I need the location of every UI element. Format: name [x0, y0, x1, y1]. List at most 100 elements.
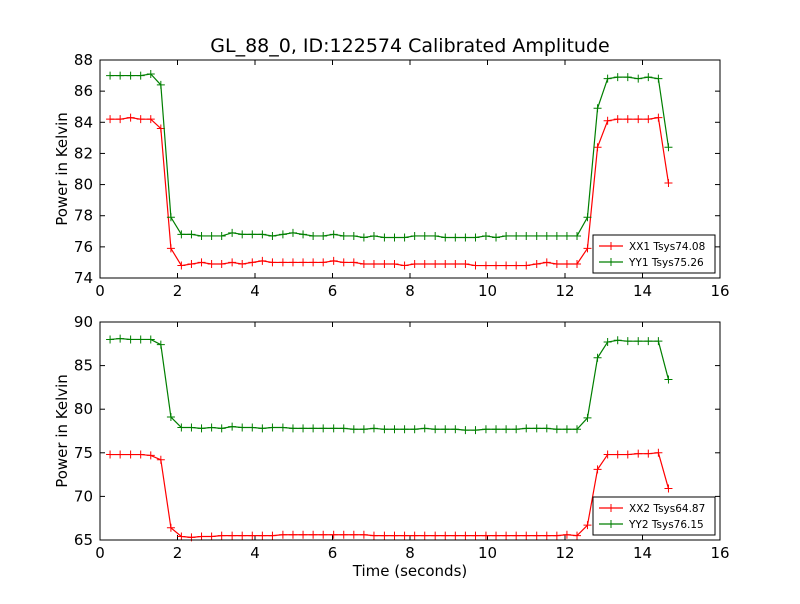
legend-entry: XX2 Tsys64.87	[599, 503, 705, 515]
data-point	[502, 531, 511, 540]
data-point	[299, 258, 308, 267]
data-point	[623, 337, 632, 346]
data-point	[217, 231, 226, 240]
y-tick-label: 70	[74, 487, 93, 505]
data-point	[522, 531, 531, 540]
data-point	[329, 256, 338, 265]
data-point	[593, 353, 602, 362]
data-point	[420, 424, 429, 433]
data-point	[420, 231, 429, 240]
data-point	[156, 124, 165, 133]
data-point	[451, 425, 460, 434]
data-point	[146, 115, 155, 124]
data-point	[248, 423, 257, 432]
data-point	[522, 261, 531, 270]
data-point	[583, 413, 592, 422]
data-point	[136, 450, 145, 459]
data-point	[542, 231, 551, 240]
data-point	[492, 425, 501, 434]
data-point	[451, 259, 460, 268]
data-point	[400, 233, 409, 242]
data-point	[451, 531, 460, 540]
data-point	[359, 425, 368, 434]
data-point	[654, 74, 663, 83]
data-point	[329, 230, 338, 239]
x-tick-label: 0	[95, 544, 105, 562]
data-point	[552, 425, 561, 434]
data-point	[369, 259, 378, 268]
data-point	[441, 531, 450, 540]
data-point	[268, 531, 277, 540]
data-point	[288, 424, 297, 433]
legend-entry: YY2 Tsys76.15	[599, 519, 704, 531]
data-point	[512, 261, 521, 270]
data-point	[166, 523, 175, 532]
data-point	[359, 233, 368, 242]
legend-label: XX1 Tsys74.08	[629, 241, 705, 253]
axes-frame	[99, 59, 721, 279]
data-point	[238, 423, 247, 432]
data-point	[461, 233, 470, 242]
legend-marker	[607, 504, 615, 512]
axes-frame	[99, 321, 721, 541]
data-point	[573, 425, 582, 434]
data-point	[583, 521, 592, 530]
data-point	[197, 231, 206, 240]
data-point	[552, 231, 561, 240]
legend-label: YY1 Tsys75.26	[628, 257, 704, 269]
subplot-1: 0 2 4 6 8 10 12 14 16 74 76 78 80 82 84 86 88 Power in Ke…	[53, 51, 730, 300]
data-point	[349, 425, 358, 434]
data-point	[177, 230, 186, 239]
legend-entry: YY1 Tsys75.26	[599, 257, 704, 269]
legend-box	[592, 496, 716, 536]
data-point	[126, 71, 135, 80]
data-point	[258, 230, 267, 239]
data-point	[278, 258, 287, 267]
data-point	[542, 258, 551, 267]
data-point	[562, 259, 571, 268]
y-tick-label: 65	[74, 531, 93, 549]
data-point	[126, 113, 135, 122]
data-point	[390, 259, 399, 268]
x-tick-label: 8	[405, 544, 415, 562]
data-point	[664, 143, 673, 152]
data-point	[207, 532, 216, 541]
series-line	[110, 337, 670, 431]
data-point	[197, 424, 206, 433]
y-tick-label: 74	[74, 269, 93, 287]
legend: XX1 Tsys74.08 YY1 Tsys75.26	[592, 234, 716, 274]
data-point	[380, 425, 389, 434]
data-point	[613, 73, 622, 82]
data-point	[268, 423, 277, 432]
data-point	[664, 484, 673, 493]
data-point	[207, 231, 216, 240]
data-point	[410, 425, 419, 434]
data-point	[512, 531, 521, 540]
data-point	[156, 80, 165, 89]
data-point	[431, 425, 440, 434]
data-point	[258, 256, 267, 265]
data-point	[532, 259, 541, 268]
data-point	[319, 231, 328, 240]
data-point	[644, 73, 653, 82]
data-point	[552, 531, 561, 540]
data-point	[431, 231, 440, 240]
data-point	[106, 335, 115, 344]
data-point	[481, 261, 490, 270]
data-point	[573, 531, 582, 540]
data-point	[664, 375, 673, 384]
data-point	[238, 259, 247, 268]
data-point	[136, 115, 145, 124]
data-point	[166, 244, 175, 253]
data-point	[654, 113, 663, 122]
data-point	[613, 450, 622, 459]
data-point	[278, 230, 287, 239]
x-tick-label: 6	[328, 544, 338, 562]
data-point	[228, 258, 237, 267]
data-point	[228, 531, 237, 540]
data-point	[492, 233, 501, 242]
data-point	[278, 530, 287, 539]
data-point	[400, 425, 409, 434]
data-point	[319, 424, 328, 433]
